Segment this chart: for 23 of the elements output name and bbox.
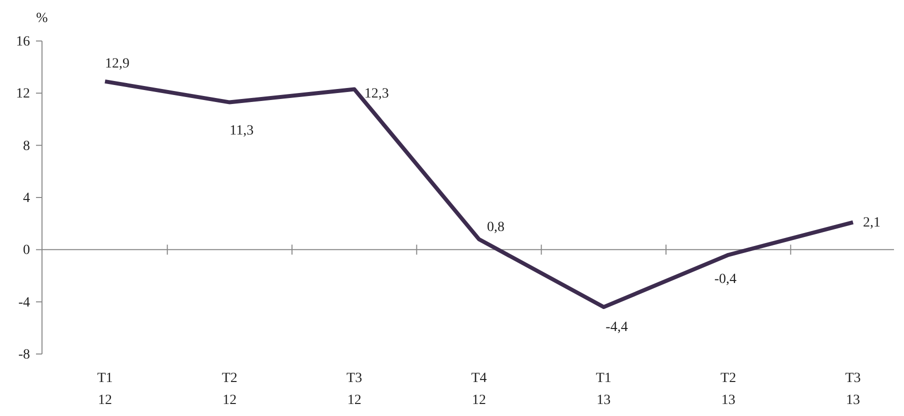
x-tick-label: T1 12 [97,371,113,408]
y-tick-label: 4 [23,190,30,206]
y-tick-label: 16 [16,34,30,50]
y-tick-label: 8 [23,138,30,154]
line-series [103,79,855,310]
y-tick-label: -4 [18,295,30,310]
data-label: -0,4 [714,272,737,287]
x-tick-label: T3 12 [346,371,362,408]
y-axis-title: % [36,11,48,26]
x-tick-label: T3 13 [845,371,861,408]
x-tick-label: T2 13 [720,371,736,408]
data-label: 2,1 [863,215,880,230]
y-tick-label: 12 [16,86,30,102]
data-label: 12,3 [364,86,389,102]
x-tick-label: T4 12 [471,371,487,408]
data-label: -4,4 [606,320,628,336]
data-label: 11,3 [230,123,254,138]
data-label: 0,8 [487,220,504,236]
y-tick-label: -8 [18,347,30,362]
x-tick-label: T1 13 [596,371,612,408]
data-label: 12,9 [105,56,130,72]
y-tick-label: 0 [23,243,30,258]
x-tick-label: T2 12 [222,371,238,408]
